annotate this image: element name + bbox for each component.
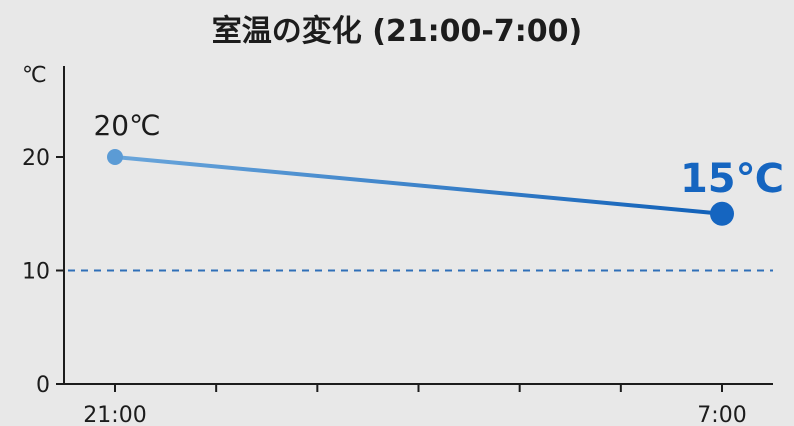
y-tick-label: 10 [22,260,50,285]
data-point-start [107,149,123,165]
y-axis-unit-label: ℃ [22,63,47,88]
x-axis-ticks [114,384,723,392]
data-label-end: 15℃ [680,156,784,202]
data-label-start: 20℃ [93,109,160,142]
data-point-end [710,201,734,226]
x-axis-labels: 21:00 7:00 [83,403,746,426]
y-tick-label: 0 [36,373,50,398]
y-tick-label: 20 [22,146,50,171]
x-tick-label: 7:00 [697,403,746,426]
series-line [113,155,724,216]
chart-title: 室温の変化 (21:00-7:00) [211,14,583,49]
y-axis-ticks: 0 10 20 [22,146,64,398]
x-tick-label: 21:00 [83,403,146,426]
